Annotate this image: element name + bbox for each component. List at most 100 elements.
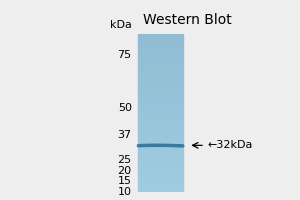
Bar [138,66,183,67]
Bar [138,55,183,56]
Text: 10: 10 [118,187,132,197]
Bar [138,35,183,37]
Bar [138,95,183,96]
Bar [138,170,183,171]
Bar [138,159,183,160]
Bar [138,38,183,39]
Text: 50: 50 [118,103,132,113]
Bar [138,145,183,146]
Bar [138,85,183,87]
Bar [138,89,183,91]
Bar [138,130,183,131]
Bar [138,52,183,54]
Bar [138,181,183,183]
Bar [138,127,183,129]
Bar [138,188,183,189]
Bar [138,97,183,99]
Bar [138,43,183,45]
Bar [138,133,183,134]
Bar [138,126,183,127]
Bar [138,163,183,164]
Bar [138,154,183,155]
Bar [138,139,183,141]
Bar [138,88,183,89]
Bar [138,56,183,58]
Bar [138,114,183,116]
Bar [138,41,183,42]
Bar [138,104,183,105]
Bar [138,105,183,106]
Bar [138,96,183,97]
Bar [138,99,183,100]
Bar [138,152,183,154]
Bar [138,146,183,147]
Bar [138,166,183,167]
Bar [138,100,183,101]
Bar [138,60,183,62]
Bar [138,71,183,72]
Bar [138,176,183,178]
Bar [138,189,183,191]
Bar [138,101,183,102]
Text: kDa: kDa [110,20,132,30]
Bar [138,137,183,138]
Text: 15: 15 [118,176,132,186]
Bar [138,167,183,168]
Bar [138,37,183,38]
Bar [138,135,183,137]
Bar [138,125,183,126]
Bar [138,64,183,66]
Bar [138,51,183,52]
Bar [138,168,183,170]
Bar [138,108,183,109]
Bar [138,45,183,46]
Bar [138,77,183,79]
Bar [138,110,183,112]
Bar [138,138,183,139]
Bar [138,63,183,64]
Bar [138,191,183,192]
Bar [138,39,183,41]
Bar [138,149,183,150]
Bar [138,174,183,175]
Bar [138,112,183,113]
Bar [138,75,183,76]
Bar [138,79,183,80]
Bar [138,147,183,149]
Bar [138,175,183,176]
Bar [138,48,183,50]
Bar [138,106,183,108]
Bar [138,59,183,60]
Bar [138,91,183,92]
Bar [138,187,183,188]
Bar [138,151,183,152]
Bar [138,180,183,181]
Bar [138,150,183,151]
Bar [138,124,183,125]
Bar [138,171,183,172]
Text: Western Blot: Western Blot [143,13,232,27]
Bar [138,156,183,158]
Bar [138,81,183,83]
Text: 25: 25 [118,155,132,165]
Bar [138,164,183,166]
Bar [138,172,183,174]
Bar [138,142,183,143]
Bar [138,121,183,122]
Bar [138,122,183,124]
Bar [138,185,183,187]
Bar [138,80,183,81]
Bar [138,92,183,93]
Bar [138,47,183,48]
Bar [138,141,183,142]
Bar [138,120,183,121]
Bar [138,76,183,77]
Bar [138,158,183,159]
Bar [138,129,183,130]
Bar [138,143,183,145]
Bar [138,42,183,43]
Bar [138,155,183,156]
Bar [138,70,183,71]
Bar [138,93,183,95]
Bar [138,46,183,47]
